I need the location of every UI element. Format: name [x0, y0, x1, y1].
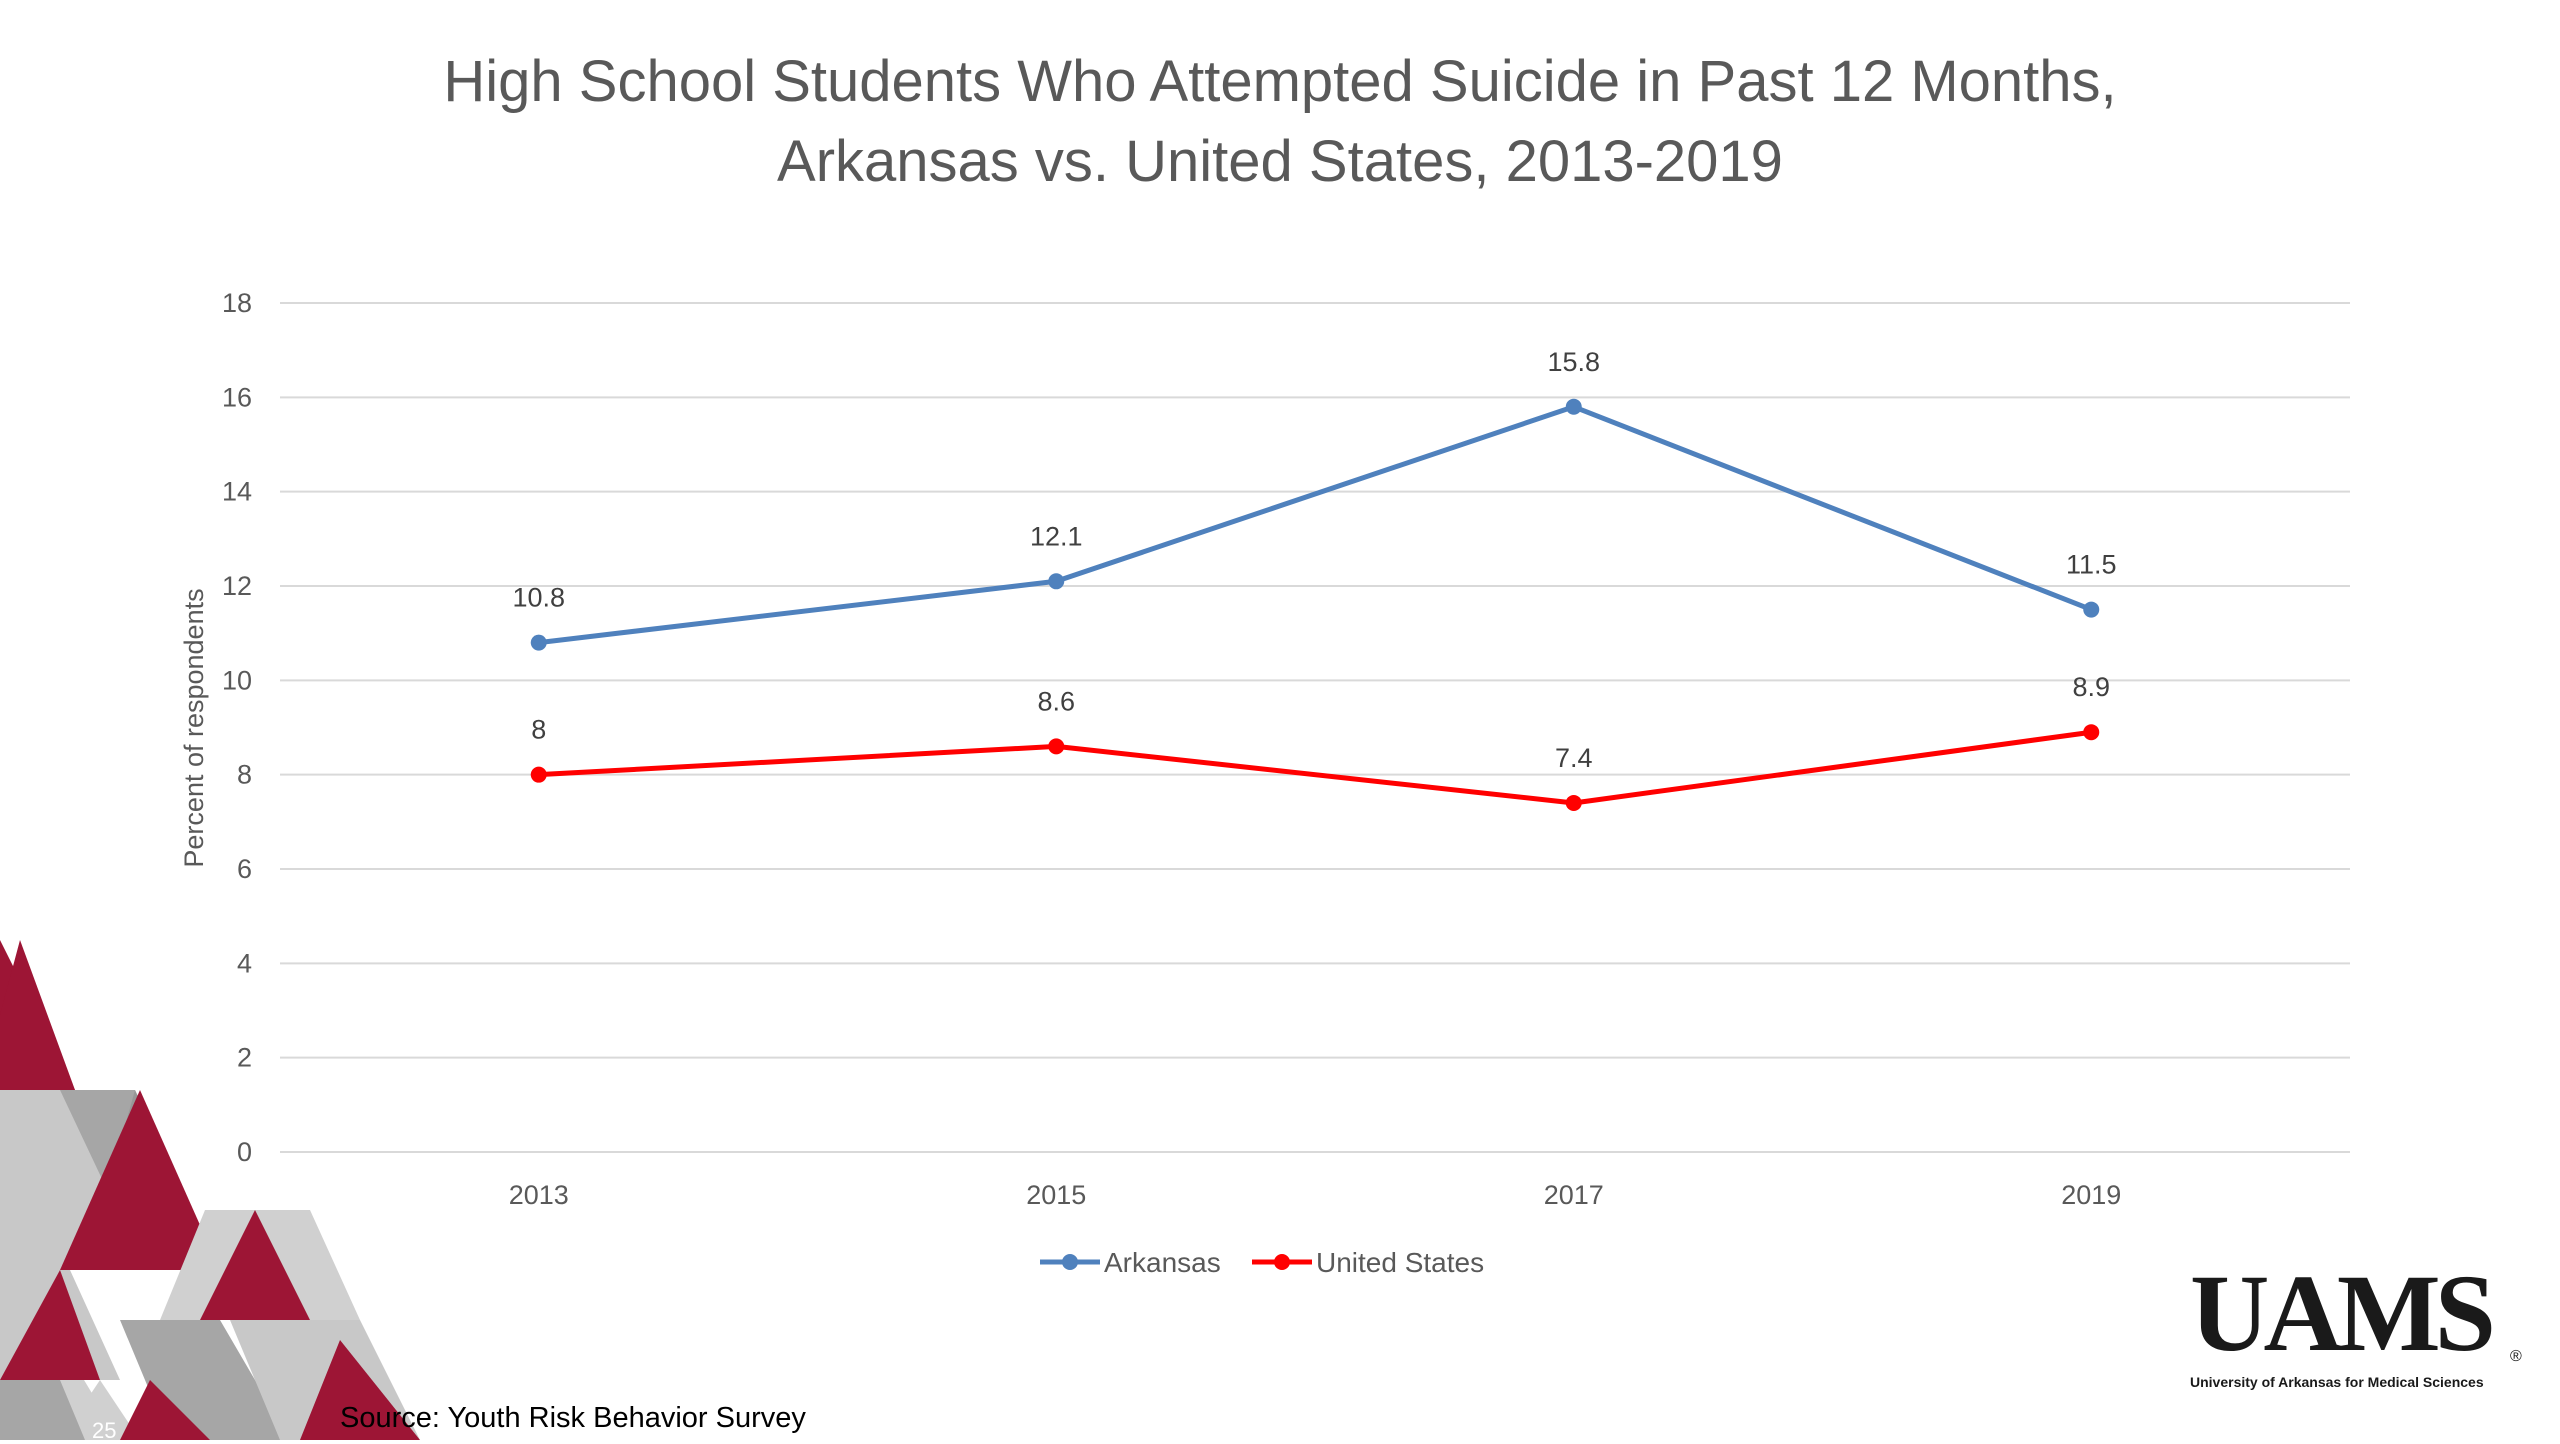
x-tick-label-2019: 2019: [2061, 1180, 2121, 1210]
y-tick-label-0: 0: [237, 1137, 252, 1167]
y-tick-label-18: 18: [222, 288, 252, 318]
y-tick-label-4: 4: [237, 948, 252, 978]
chart-title: High School Students Who Attempted Suici…: [0, 42, 2560, 202]
data-label-united-states-2013: 8: [531, 715, 546, 745]
data-point-united-states-2013: [530, 766, 547, 783]
y-axis-title: Percent of respondents: [179, 588, 209, 867]
source-note: Source: Youth Risk Behavior Survey: [340, 1402, 806, 1434]
data-label-arkansas-2019: 11.5: [2066, 550, 2117, 580]
logo-wordmark: UAMS: [2190, 1252, 2496, 1374]
data-point-united-states-2019: [2083, 724, 2100, 741]
legend-marker-united-states: [1274, 1254, 1290, 1270]
decorative-triangle-pattern: [0, 940, 420, 1440]
y-tick-label-2: 2: [237, 1043, 252, 1073]
y-tick-label-14: 14: [222, 477, 252, 507]
y-tick-label-12: 12: [222, 571, 252, 601]
y-tick-label-16: 16: [222, 382, 252, 412]
x-tick-label-2015: 2015: [1026, 1180, 1086, 1210]
data-point-arkansas-2017: [1565, 398, 1582, 415]
data-label-united-states-2017: 7.4: [1555, 743, 1593, 773]
legend-label-arkansas: Arkansas: [1104, 1247, 1221, 1278]
chart-title-line-1: High School Students Who Attempted Suici…: [443, 49, 2117, 114]
legend-label-united-states: United States: [1316, 1247, 1484, 1278]
data-point-united-states-2017: [1565, 794, 1582, 811]
logo-registered-mark: ®: [2510, 1348, 2522, 1365]
data-point-arkansas-2013: [530, 634, 547, 651]
x-tick-label-2013: 2013: [509, 1180, 569, 1210]
data-point-arkansas-2015: [1048, 573, 1065, 590]
logo-subtitle: University of Arkansas for Medical Scien…: [2190, 1374, 2484, 1390]
legend-marker-arkansas: [1062, 1254, 1078, 1270]
y-tick-label-10: 10: [222, 665, 252, 695]
data-label-united-states-2019: 8.9: [2072, 672, 2110, 702]
data-point-united-states-2015: [1048, 738, 1065, 755]
data-label-arkansas-2015: 12.1: [1030, 521, 1083, 551]
data-label-arkansas-2013: 10.8: [512, 583, 565, 613]
y-tick-label-6: 6: [237, 854, 252, 884]
series-line-united-states: [538, 729, 2092, 806]
data-point-arkansas-2019: [2083, 601, 2100, 618]
chart-title-line-2: Arkansas vs. United States, 2013-2019: [777, 129, 1783, 194]
data-label-arkansas-2017: 15.8: [1547, 347, 1600, 377]
slide-number: 25: [92, 1418, 117, 1443]
y-tick-label-8: 8: [237, 760, 252, 790]
series-line-arkansas: [538, 404, 2093, 646]
x-tick-label-2017: 2017: [1544, 1180, 1604, 1210]
data-label-united-states-2015: 8.6: [1037, 686, 1075, 716]
uams-logo: UAMS ® University of Arkansas for Medica…: [2190, 1258, 2522, 1390]
